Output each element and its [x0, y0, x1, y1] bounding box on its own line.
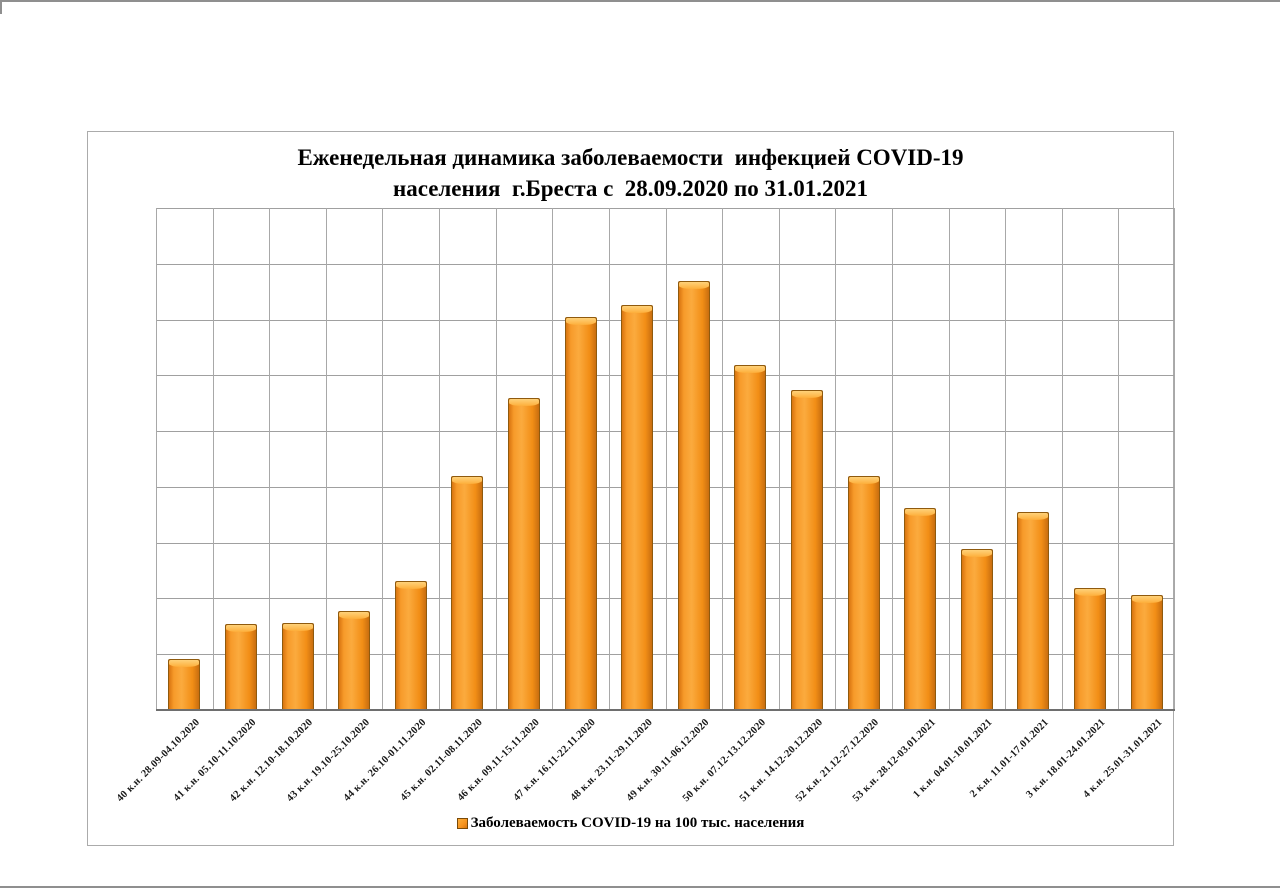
bar-week-10	[677, 281, 710, 709]
bar-week-14	[904, 508, 937, 709]
gridline-vertical	[948, 208, 950, 710]
gridline-vertical	[325, 208, 327, 710]
bar-week-6	[451, 475, 484, 709]
y-axis-line	[156, 208, 157, 710]
bar-week-12	[791, 389, 824, 709]
gridline-vertical	[495, 208, 497, 710]
gridline-vertical	[891, 208, 893, 710]
gridline-vertical	[1118, 208, 1120, 710]
plot-area: 40 к.н. 28.09-04.10.2020 41 к.н. 05.10-11…	[115, 208, 1175, 804]
bar-week-16	[1017, 511, 1050, 709]
bar-week-13	[847, 475, 880, 709]
chart-title-line1: Еженедельная динамика заболеваемости инф…	[297, 145, 964, 170]
chart-title-line2: населения г.Бреста с 28.09.2020 по 31.01…	[392, 176, 869, 201]
bar-week-1	[168, 659, 201, 709]
legend-label: Заболеваемость COVID-19 на 100 тыс. насе…	[470, 815, 805, 831]
chart-title: Еженедельная динамика заболеваемости инф…	[88, 142, 1173, 204]
gridline-vertical	[552, 208, 554, 710]
gridline-vertical	[269, 208, 271, 710]
gridline-vertical	[608, 208, 610, 710]
gridline-vertical	[835, 208, 837, 710]
chart-frame: Еженедельная динамика заболеваемости инф…	[87, 131, 1175, 846]
bar-week-3	[281, 623, 314, 709]
gridline-vertical	[1061, 208, 1063, 710]
page-top-border-line	[0, 0, 1280, 2]
bar-week-17	[1074, 587, 1107, 709]
page-left-border-fragment	[0, 0, 2, 14]
gridline-vertical	[665, 208, 667, 710]
bar-week-11	[734, 365, 767, 709]
page-bottom-border-line	[0, 886, 1280, 888]
gridline-vertical	[722, 208, 724, 710]
gridline-vertical	[439, 208, 441, 710]
x-axis-line	[156, 709, 1175, 711]
gridline-vertical	[382, 208, 384, 710]
gridline-vertical	[1174, 208, 1175, 710]
gridline-vertical	[1005, 208, 1007, 710]
legend-color-swatch	[456, 818, 468, 829]
bar-week-7	[507, 397, 540, 709]
bar-week-2	[224, 624, 257, 709]
bar-week-18	[1130, 595, 1163, 709]
bar-week-15	[960, 548, 993, 709]
bar-week-8	[564, 317, 597, 709]
bar-week-4	[338, 610, 371, 709]
legend: Заболеваемость COVID-19 на 100 тыс. насе…	[88, 815, 1173, 832]
bar-week-5	[394, 580, 427, 709]
bar-week-9	[621, 305, 654, 709]
gridline-vertical	[778, 208, 780, 710]
gridline-vertical	[212, 208, 214, 710]
